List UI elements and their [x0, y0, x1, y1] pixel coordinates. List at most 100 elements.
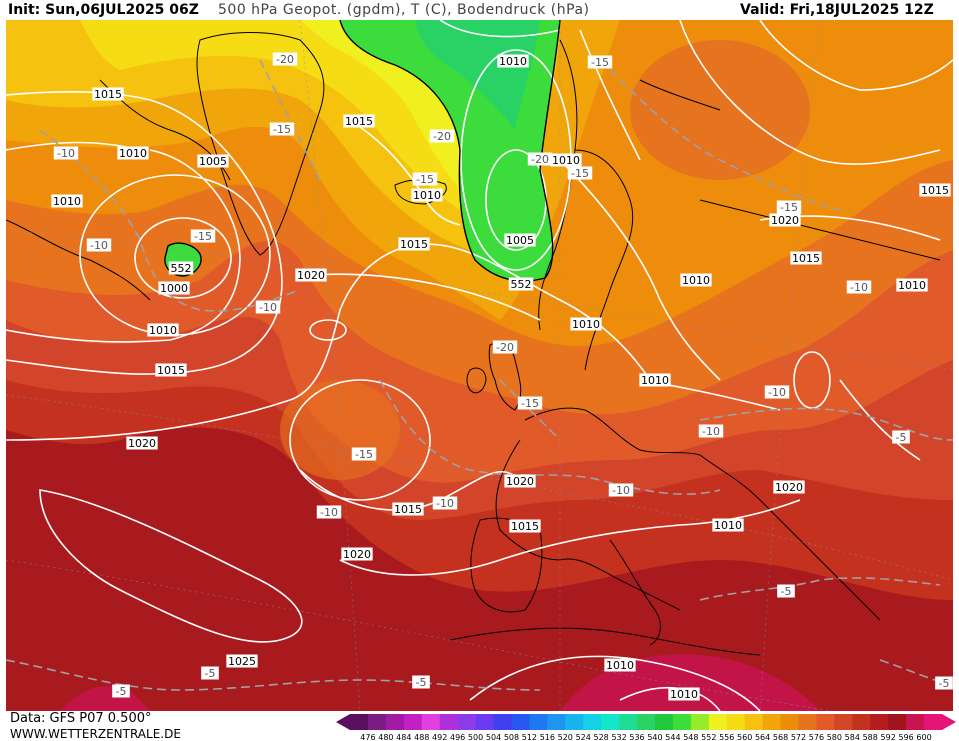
scale-tick-label: 600 [916, 733, 931, 741]
scale-swatch [385, 714, 405, 730]
pressure-label: 1010 [604, 658, 636, 672]
svg-text:-10: -10 [612, 484, 630, 497]
scale-tick-label: 536 [629, 733, 644, 741]
svg-text:1010: 1010 [499, 55, 527, 68]
scale-swatch [421, 714, 441, 730]
scale-swatch [547, 714, 566, 730]
scale-swatch [511, 714, 530, 730]
scale-swatch [654, 714, 674, 730]
temperature-label: -10 [432, 496, 458, 510]
scale-tick-label: 488 [414, 733, 429, 741]
scale-swatch [780, 714, 799, 730]
svg-text:1020: 1020 [297, 269, 325, 282]
scale-tick-label: 496 [450, 733, 465, 741]
scale-tick-label: 532 [611, 733, 626, 741]
temperature-label: -15 [412, 172, 438, 186]
scale-swatch [744, 714, 764, 730]
svg-text:-5: -5 [205, 667, 216, 680]
svg-text:1020: 1020 [506, 475, 534, 488]
svg-text:-10: -10 [90, 239, 108, 252]
temperature-label: -5 [892, 430, 910, 444]
temperature-labels: -20 -15 -10 -15 -10 -10 -20 -15 -20 -15 -15 -15 -10 -… [53, 52, 953, 698]
pressure-label: 1015 [398, 237, 430, 251]
temperature-label: -10 [764, 385, 790, 399]
svg-text:-10: -10 [57, 147, 75, 160]
svg-text:-10: -10 [768, 386, 786, 399]
scale-tick-label: 588 [863, 733, 878, 741]
svg-text:1015: 1015 [400, 238, 428, 251]
temperature-label: -10 [608, 483, 634, 497]
scale-swatch [924, 714, 943, 730]
scale-tick-label: 580 [827, 733, 842, 741]
site-url[interactable]: WWW.WETTERZENTRALE.DE [10, 727, 181, 741]
temperature-label: -5 [412, 675, 430, 689]
pressure-label: 1010 [411, 188, 443, 202]
pressure-label: 1015 [92, 87, 124, 101]
svg-text:552: 552 [511, 278, 532, 291]
pressure-label: 1010 [639, 373, 671, 387]
scale-arrow-low [336, 714, 350, 730]
svg-text:1010: 1010 [413, 189, 441, 202]
scale-swatch [475, 714, 495, 730]
svg-text:1025: 1025 [228, 655, 256, 668]
scale-tick-label: 576 [809, 733, 824, 741]
scale-swatch [529, 714, 548, 730]
svg-text:1020: 1020 [771, 214, 799, 227]
scale-tick-label: 552 [701, 733, 716, 741]
svg-text:1015: 1015 [511, 520, 539, 533]
svg-text:1010: 1010 [119, 147, 147, 160]
pressure-label: 1010 [51, 194, 83, 208]
scale-swatch [672, 714, 692, 730]
svg-text:-15: -15 [780, 201, 798, 214]
temperature-label: -5 [112, 684, 130, 698]
scale-tick-label: 476 [360, 733, 375, 741]
header-bar: Init: Sun,06JUL2025 06Z 500 hPa Geopot. … [0, 0, 959, 20]
svg-text:-5: -5 [896, 431, 907, 444]
pressure-label: 1020 [769, 213, 801, 227]
scale-tick-label: 548 [683, 733, 698, 741]
temperature-label: -15 [517, 396, 543, 410]
pressure-label: 1020 [773, 480, 805, 494]
data-source: Data: GFS P07 0.500° [10, 711, 152, 726]
temperature-label: -15 [776, 200, 802, 214]
temperature-label: -15 [351, 447, 377, 461]
scale-tick-label: 572 [791, 733, 806, 741]
svg-text:1010: 1010 [53, 195, 81, 208]
init-time: Init: Sun,06JUL2025 06Z [8, 2, 199, 18]
geopotential-labels: 552 552 [168, 261, 534, 291]
scale-arrow-high [942, 714, 956, 730]
scale-swatch [565, 714, 584, 730]
scale-tick-label: 504 [486, 733, 501, 741]
pressure-label: 1015 [790, 251, 822, 265]
scale-swatch [906, 714, 925, 730]
svg-text:-5: -5 [781, 585, 792, 598]
pressure-label: 1015 [343, 114, 375, 128]
pressure-label: 1010 [497, 54, 529, 68]
scale-tick-label: 584 [845, 733, 860, 741]
temperature-label: -15 [587, 55, 613, 69]
pressure-label: 1010 [147, 323, 179, 337]
pressure-label: 1025 [226, 654, 258, 668]
svg-text:1010: 1010 [572, 318, 600, 331]
pressure-label: 1005 [504, 233, 536, 247]
scale-tick-label: 492 [432, 733, 447, 741]
svg-text:-20: -20 [496, 341, 514, 354]
svg-text:1010: 1010 [682, 274, 710, 287]
scale-swatch [888, 714, 907, 730]
svg-text:-5: -5 [116, 685, 127, 698]
svg-text:1010: 1010 [714, 519, 742, 532]
temperature-label: -10 [255, 300, 281, 314]
svg-text:1010: 1010 [606, 659, 634, 672]
scale-tick-label: 556 [719, 733, 734, 741]
pressure-label: 1015 [392, 502, 424, 516]
pressure-label: 1010 [570, 317, 602, 331]
temperature-label: -10 [86, 238, 112, 252]
scale-swatch [583, 714, 602, 730]
scale-swatch [762, 714, 782, 730]
svg-text:1015: 1015 [157, 364, 185, 377]
svg-text:-20: -20 [433, 130, 451, 143]
temperature-label: -15 [190, 229, 216, 243]
pressure-label: 1010 [680, 273, 712, 287]
pressure-label: 1010 [712, 518, 744, 532]
pressure-label: 1000 [158, 281, 190, 295]
